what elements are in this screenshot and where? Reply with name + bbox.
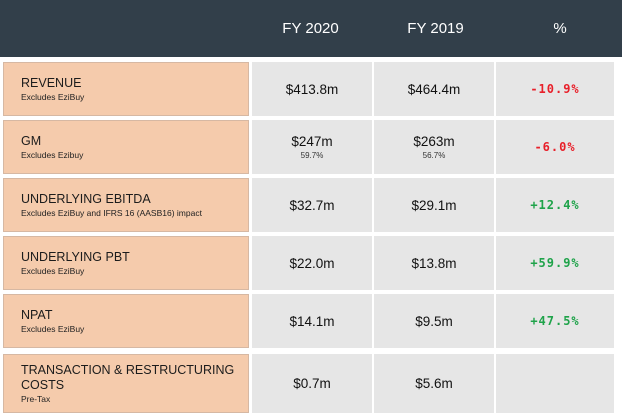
fy2020-cell: $247m 59.7%: [252, 120, 372, 174]
fy2019-value: $29.1m: [411, 197, 457, 213]
percent-change: -6.0%: [534, 140, 576, 154]
row-label-cell: TRANSACTION & RESTRUCTURING COSTS Pre-Ta…: [3, 354, 249, 413]
row-label: UNDERLYING EBITDA: [21, 191, 151, 206]
row-label-cell: UNDERLYING EBITDA Excludes EziBuy and IF…: [3, 178, 249, 232]
row-label-cell: GM Excludes Ezibuy: [3, 120, 249, 174]
row-label-cell: UNDERLYING PBT Excludes EziBuy: [3, 236, 249, 290]
fy2019-value: $263m: [413, 134, 455, 149]
fy2019-margin: 56.7%: [422, 151, 446, 160]
percent-cell: [496, 354, 614, 413]
percent-change: +12.4%: [530, 198, 580, 212]
percent-change: -10.9%: [530, 82, 580, 96]
fy2019-cell: $5.6m: [374, 354, 494, 413]
fy2019-value: $13.8m: [411, 255, 457, 271]
percent-cell: -10.9%: [496, 62, 614, 116]
fy2020-cell: $32.7m: [252, 178, 372, 232]
fy2020-value: $32.7m: [289, 197, 335, 213]
fy2019-cell: $9.5m: [374, 294, 494, 348]
percent-cell: +47.5%: [496, 294, 614, 348]
fy2020-cell: $22.0m: [252, 236, 372, 290]
row-label-cell: NPAT Excludes EziBuy: [3, 294, 249, 348]
fy2020-value: $413.8m: [285, 81, 339, 97]
row-label-cell: REVENUE Excludes EziBuy: [3, 62, 249, 116]
fy2020-value: $247m: [291, 134, 333, 149]
fy2019-cell: $263m 56.7%: [374, 120, 494, 174]
table-row-gm: GM Excludes Ezibuy $247m 59.7% $263m 56.…: [0, 120, 622, 174]
row-label: TRANSACTION & RESTRUCTURING COSTS: [21, 362, 235, 392]
header-percent: %: [553, 20, 567, 37]
fy2020-value: $14.1m: [289, 313, 335, 329]
percent-change: +59.9%: [530, 256, 580, 270]
fy2020-value: $22.0m: [289, 255, 335, 271]
row-sublabel: Excludes EziBuy: [21, 265, 85, 276]
row-sublabel: Excludes Ezibuy: [21, 149, 84, 160]
row-label: GM: [21, 133, 42, 148]
fy2019-value: $5.6m: [415, 376, 453, 391]
row-label: REVENUE: [21, 75, 82, 90]
fy2020-value: $0.7m: [293, 376, 331, 391]
percent-change: +47.5%: [530, 314, 580, 328]
percent-cell: -6.0%: [496, 120, 614, 174]
fy2019-cell: $29.1m: [374, 178, 494, 232]
header-fy2019: FY 2019: [407, 20, 464, 37]
table-row-revenue: REVENUE Excludes EziBuy $413.8m $464.4m …: [0, 62, 622, 116]
fy2020-cell: $413.8m: [252, 62, 372, 116]
percent-cell: +12.4%: [496, 178, 614, 232]
row-sublabel: Excludes EziBuy: [21, 91, 85, 102]
fy2019-value: $464.4m: [407, 81, 461, 97]
fy2019-cell: $13.8m: [374, 236, 494, 290]
fy2019-value: $9.5m: [415, 313, 453, 329]
fy2020-cell: $14.1m: [252, 294, 372, 348]
table-row-npat: NPAT Excludes EziBuy $14.1m $9.5m +47.5%: [0, 294, 622, 348]
row-label: NPAT: [21, 307, 53, 322]
table-row-transaction-costs: TRANSACTION & RESTRUCTURING COSTS Pre-Ta…: [0, 354, 622, 413]
percent-cell: +59.9%: [496, 236, 614, 290]
table-header: FY 2020 FY 2019 %: [0, 0, 622, 57]
row-sublabel: Excludes EziBuy: [21, 323, 85, 334]
table-row-ebitda: UNDERLYING EBITDA Excludes EziBuy and IF…: [0, 178, 622, 232]
header-fy2020: FY 2020: [282, 20, 339, 37]
row-sublabel: Excludes EziBuy and IFRS 16 (AASB16) imp…: [21, 207, 202, 218]
row-sublabel: Pre-Tax: [21, 393, 51, 404]
table-row-pbt: UNDERLYING PBT Excludes EziBuy $22.0m $1…: [0, 236, 622, 290]
fy2020-cell: $0.7m: [252, 354, 372, 413]
row-label: UNDERLYING PBT: [21, 249, 130, 264]
fy2020-margin: 59.7%: [300, 151, 324, 160]
fy2019-cell: $464.4m: [374, 62, 494, 116]
